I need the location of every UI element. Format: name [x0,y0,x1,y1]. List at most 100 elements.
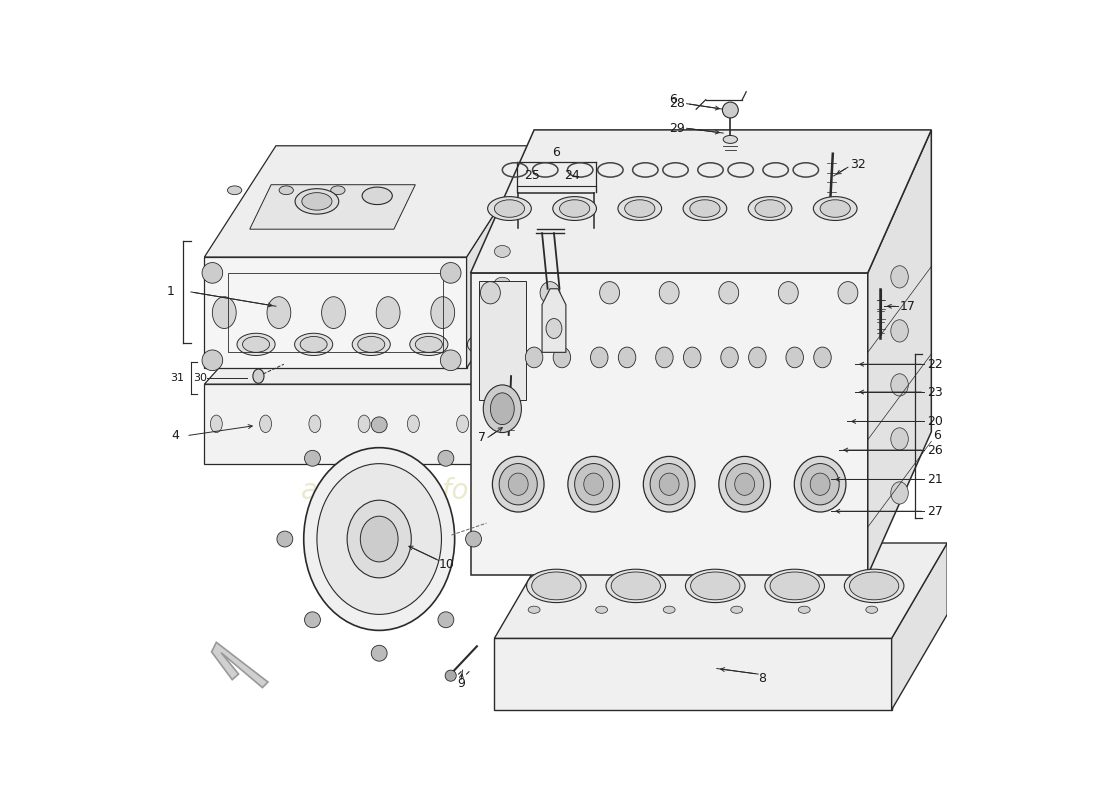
Ellipse shape [891,266,909,288]
Text: 25: 25 [525,170,540,182]
Polygon shape [542,289,565,352]
Ellipse shape [838,282,858,304]
Circle shape [438,612,454,628]
Polygon shape [211,642,268,687]
Polygon shape [478,281,526,400]
Ellipse shape [891,320,909,342]
Ellipse shape [499,463,537,505]
Ellipse shape [267,297,290,329]
Polygon shape [474,305,546,463]
Polygon shape [892,543,947,710]
Polygon shape [250,185,416,229]
Ellipse shape [210,415,222,433]
Circle shape [440,350,461,370]
Ellipse shape [407,415,419,433]
Ellipse shape [531,572,581,600]
Circle shape [372,646,387,661]
Ellipse shape [801,463,839,505]
Ellipse shape [260,415,272,433]
Text: 24: 24 [564,170,580,182]
Text: 6: 6 [669,93,678,106]
Polygon shape [466,146,538,368]
Circle shape [723,102,738,118]
Ellipse shape [785,347,803,368]
Ellipse shape [656,347,673,368]
Ellipse shape [849,572,899,600]
Text: 31: 31 [170,373,185,382]
Ellipse shape [811,473,830,495]
Ellipse shape [526,347,543,368]
Ellipse shape [574,463,613,505]
Ellipse shape [618,347,636,368]
Ellipse shape [527,570,586,602]
Ellipse shape [845,570,904,602]
Ellipse shape [304,448,454,630]
Text: 1: 1 [167,286,175,298]
Circle shape [372,417,387,433]
Ellipse shape [770,572,820,600]
Text: 7: 7 [478,431,486,444]
Text: 22: 22 [927,358,943,370]
Ellipse shape [361,516,398,562]
Text: 4: 4 [172,430,179,442]
Polygon shape [494,543,947,638]
Ellipse shape [813,197,857,221]
Ellipse shape [891,482,909,504]
Ellipse shape [600,282,619,304]
Ellipse shape [718,282,739,304]
Ellipse shape [348,500,411,578]
Ellipse shape [358,337,385,352]
Polygon shape [868,130,932,574]
Ellipse shape [483,385,521,433]
Ellipse shape [279,186,294,194]
Ellipse shape [359,415,370,433]
Ellipse shape [508,473,528,495]
Text: eurospares: eurospares [202,366,659,434]
Ellipse shape [456,415,469,433]
Text: 17: 17 [900,300,915,313]
Ellipse shape [301,193,332,210]
Circle shape [305,450,320,466]
Ellipse shape [568,457,619,512]
Ellipse shape [317,464,441,614]
Ellipse shape [481,282,500,304]
Ellipse shape [560,200,590,218]
Ellipse shape [650,463,689,505]
Ellipse shape [866,606,878,614]
Ellipse shape [730,606,743,614]
Ellipse shape [243,337,270,352]
Ellipse shape [295,189,339,214]
Ellipse shape [362,187,393,205]
Ellipse shape [491,393,515,425]
Text: 32: 32 [850,158,866,170]
Polygon shape [205,257,466,368]
Ellipse shape [553,347,571,368]
Ellipse shape [685,570,745,602]
Text: 30: 30 [192,373,207,382]
Circle shape [305,612,320,628]
Ellipse shape [618,197,661,221]
Ellipse shape [376,297,400,329]
Ellipse shape [473,337,499,352]
Text: 10: 10 [439,558,454,571]
Ellipse shape [606,570,666,602]
Ellipse shape [814,347,832,368]
Ellipse shape [528,606,540,614]
Ellipse shape [644,457,695,512]
Polygon shape [205,146,538,257]
Ellipse shape [723,135,737,143]
Ellipse shape [540,282,560,304]
Ellipse shape [726,463,763,505]
Ellipse shape [794,457,846,512]
Circle shape [446,670,456,682]
Polygon shape [494,638,892,710]
Ellipse shape [494,200,525,218]
Ellipse shape [891,428,909,450]
Text: 20: 20 [927,415,943,428]
Ellipse shape [735,473,755,495]
Text: 23: 23 [927,386,943,398]
Ellipse shape [584,473,604,495]
Ellipse shape [799,606,811,614]
Ellipse shape [416,337,442,352]
Ellipse shape [468,334,506,355]
